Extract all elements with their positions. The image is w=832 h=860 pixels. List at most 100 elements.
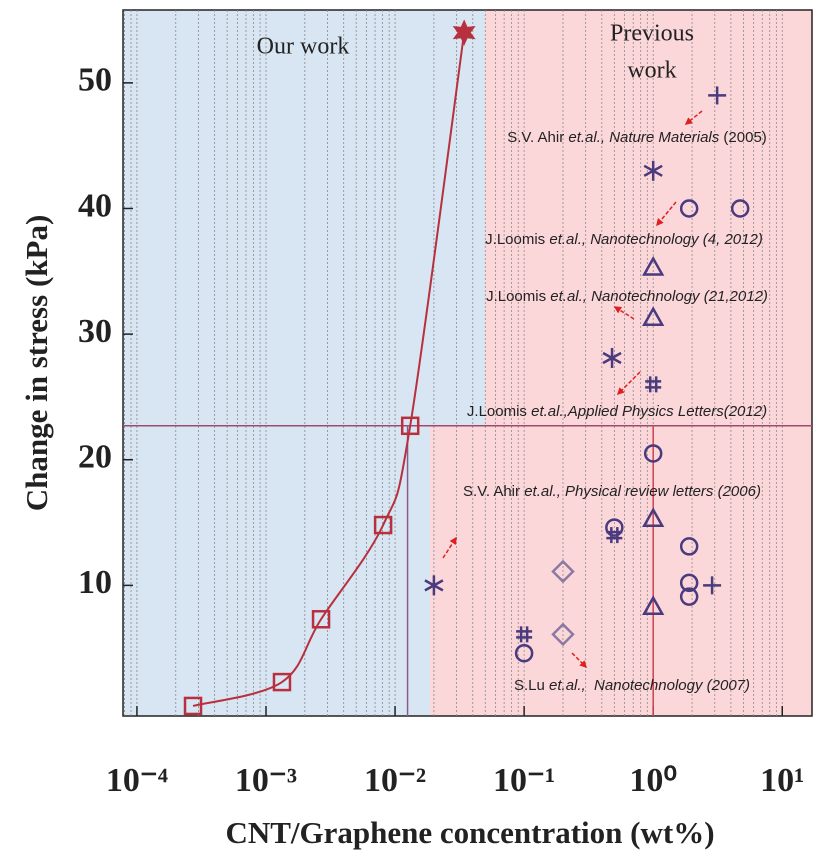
- region-label: Previous: [610, 21, 694, 47]
- citation: J.Loomis et.al., Nanotechnology (21,2012…: [486, 288, 768, 305]
- point-circle: [605, 518, 624, 537]
- citation-part: et.al.,Applied Physics Letters(2012): [531, 403, 767, 420]
- marker-shape: [642, 595, 665, 615]
- citation-part: et.al., Nanotechnology (21,2012): [550, 288, 768, 305]
- x-tick-label: 10⁻²: [364, 762, 426, 799]
- marker-shape: [642, 507, 665, 528]
- citation-arrow: [442, 536, 457, 559]
- x-axis-title: CNT/Graphene concentration (wt%): [225, 815, 714, 850]
- point-asterisk: [602, 347, 622, 368]
- marker-shape: [679, 199, 699, 218]
- citation-arrow: [571, 652, 588, 669]
- marker-shape: [311, 610, 331, 629]
- citation-part: (2005): [719, 129, 767, 146]
- y-tick-label: 20: [78, 439, 112, 476]
- labels: Our work Previous work 10⁻⁴ 10⁻³ 10⁻² 10⁻¹ 10⁰ 1…: [78, 21, 804, 799]
- point-square: [400, 416, 420, 436]
- marker-shape: [679, 537, 699, 556]
- point-circle: [679, 199, 699, 218]
- point-square: [373, 515, 393, 535]
- citation-part: et.al., Nanotechnology (4, 2012): [549, 231, 762, 248]
- point-diamond: [551, 622, 575, 647]
- citation-part: et.al., Nature Materials: [568, 129, 719, 146]
- citation-arrow: [684, 110, 703, 125]
- citation-arrow: [613, 306, 635, 320]
- marker-shape: [730, 199, 750, 218]
- y-tick-label: 40: [78, 187, 112, 224]
- region-previous-work: [430, 10, 812, 716]
- marker-stroke: [643, 164, 663, 177]
- point-hash: [606, 527, 623, 544]
- y-tick-label: 50: [78, 62, 112, 99]
- citation: S.V. Ahir et.al., Nature Materials (2005…: [507, 129, 767, 146]
- point-circle: [514, 643, 534, 663]
- marker-shape: [679, 587, 699, 606]
- citation-arrow: [616, 371, 641, 396]
- point-asterisk: [643, 160, 663, 181]
- point-asterisk: [424, 575, 444, 596]
- plot-background: [122, 9, 813, 717]
- point-triangle: [642, 255, 665, 276]
- citation-part: et.al., Physical review letters (2006): [524, 483, 761, 500]
- marker-shape: [643, 444, 663, 463]
- marker-shape: [551, 622, 575, 647]
- x-tick-label: 10⁻⁴: [106, 762, 168, 799]
- region-label: work: [627, 58, 676, 84]
- point-diamond: [551, 559, 575, 584]
- marker-shape: [400, 416, 420, 436]
- marker-shape: [452, 19, 476, 46]
- x-tick-label: 10⁻³: [235, 762, 297, 799]
- x-tick-label: 10⁰: [629, 762, 677, 799]
- marker-shape: [679, 573, 699, 593]
- citation-arrow: [656, 201, 677, 227]
- point-plus: [708, 86, 727, 105]
- citation-part: J.Loomis: [485, 231, 549, 248]
- fit-curve: [192, 32, 466, 707]
- marker-shape: [514, 643, 534, 663]
- citation: S.V. Ahir et.al., Physical review letter…: [463, 483, 761, 500]
- point-square: [183, 696, 203, 716]
- point-circle: [643, 444, 663, 463]
- point-circle: [679, 573, 699, 593]
- point-circle: [730, 199, 750, 218]
- marker-shape: [605, 518, 624, 537]
- citation-part: S.Lu: [514, 677, 549, 694]
- marker-shape: [551, 559, 575, 584]
- citation: S.Lu et.al., Nanotechnology (2007): [514, 677, 750, 694]
- point-square: [311, 610, 331, 629]
- marks: [123, 19, 812, 716]
- x-tick-label: 10⁻¹: [493, 762, 555, 799]
- point-triangle: [642, 507, 665, 528]
- citation-part: J.Loomis: [467, 403, 531, 420]
- citation-part: S.V. Ahir: [507, 129, 568, 146]
- marker-stroke: [424, 579, 444, 592]
- marker-shape: [183, 696, 203, 716]
- grid: [123, 10, 784, 716]
- point-circle: [679, 587, 699, 606]
- plot-frame: [122, 9, 813, 717]
- point-circle: [679, 537, 699, 556]
- citation-part: et.al., Nanotechnology (2007): [549, 677, 750, 694]
- x-tick-label: 10¹: [760, 762, 804, 799]
- point-hash: [645, 376, 662, 393]
- point-triangle: [642, 595, 665, 615]
- marker-shape: [272, 672, 292, 692]
- marker-shape: [373, 515, 393, 535]
- y-tick-label: 10: [78, 564, 112, 601]
- citation-part: J.Loomis: [486, 288, 550, 305]
- marker-shape: [642, 255, 665, 276]
- marker-shape: [642, 306, 665, 327]
- point-plus: [703, 576, 722, 595]
- point-square: [272, 672, 292, 692]
- region-label: Our work: [257, 34, 350, 60]
- citation-part: S.V. Ahir: [463, 483, 524, 500]
- point-triangle: [642, 306, 665, 327]
- citation: J.Loomis et.al., Nanotechnology (4, 2012…: [485, 231, 763, 248]
- marker-stroke: [602, 351, 622, 365]
- y-tick-label: 30: [78, 313, 112, 350]
- citation: J.Loomis et.al.,Applied Physics Letters(…: [467, 403, 767, 420]
- y-axis-title: Change in stress (kPa): [19, 215, 54, 512]
- point-star: [452, 19, 476, 46]
- point-hash: [516, 626, 533, 643]
